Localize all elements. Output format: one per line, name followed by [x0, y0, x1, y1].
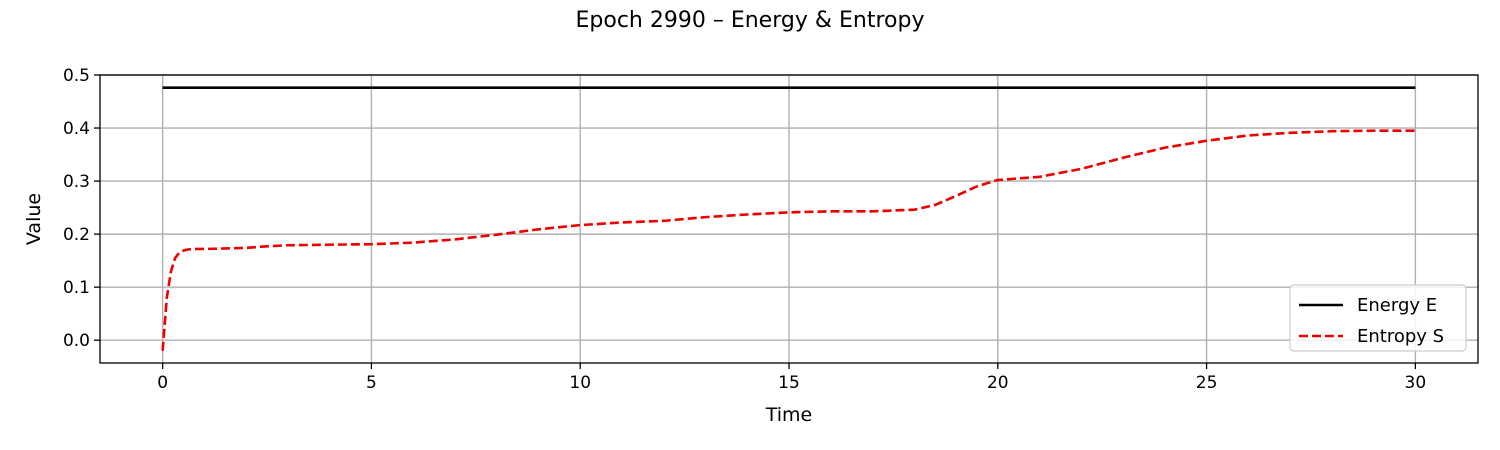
legend-label: Energy E: [1357, 295, 1437, 316]
chart-title: Epoch 2990 – Energy & Entropy: [576, 8, 925, 33]
y-tick-label: 0.2: [63, 225, 90, 245]
x-tick-label: 15: [778, 373, 800, 393]
series-line-2: [161, 129, 1416, 351]
grid-layer: [100, 74, 1478, 363]
y-tick-label: 0.1: [63, 278, 90, 298]
legend-frame: [1289, 284, 1467, 352]
legend: Energy E Entropy S: [1289, 284, 1467, 352]
x-tick-label: 25: [1196, 373, 1218, 393]
x-axis: 0 5 10 15 20 25 30: [157, 363, 1426, 393]
y-axis-label: Value: [23, 193, 45, 245]
x-tick-label: 5: [366, 373, 377, 393]
y-tick-label: 0.4: [63, 119, 90, 139]
y-tick-label: 0.3: [63, 172, 90, 192]
y-tick-label: 0.5: [63, 66, 90, 86]
legend-label: Entropy S: [1357, 326, 1444, 347]
x-tick-label: 20: [987, 373, 1009, 393]
x-tick-label: 10: [569, 373, 591, 393]
x-tick-label: 30: [1405, 373, 1427, 393]
series-layer: [161, 86, 1416, 351]
y-axis: 0.0 0.1 0.2 0.3 0.4 0.5: [63, 66, 100, 351]
x-tick-label: 0: [157, 373, 168, 393]
y-tick-label: 0.0: [63, 331, 90, 351]
x-axis-label: Time: [765, 404, 813, 426]
